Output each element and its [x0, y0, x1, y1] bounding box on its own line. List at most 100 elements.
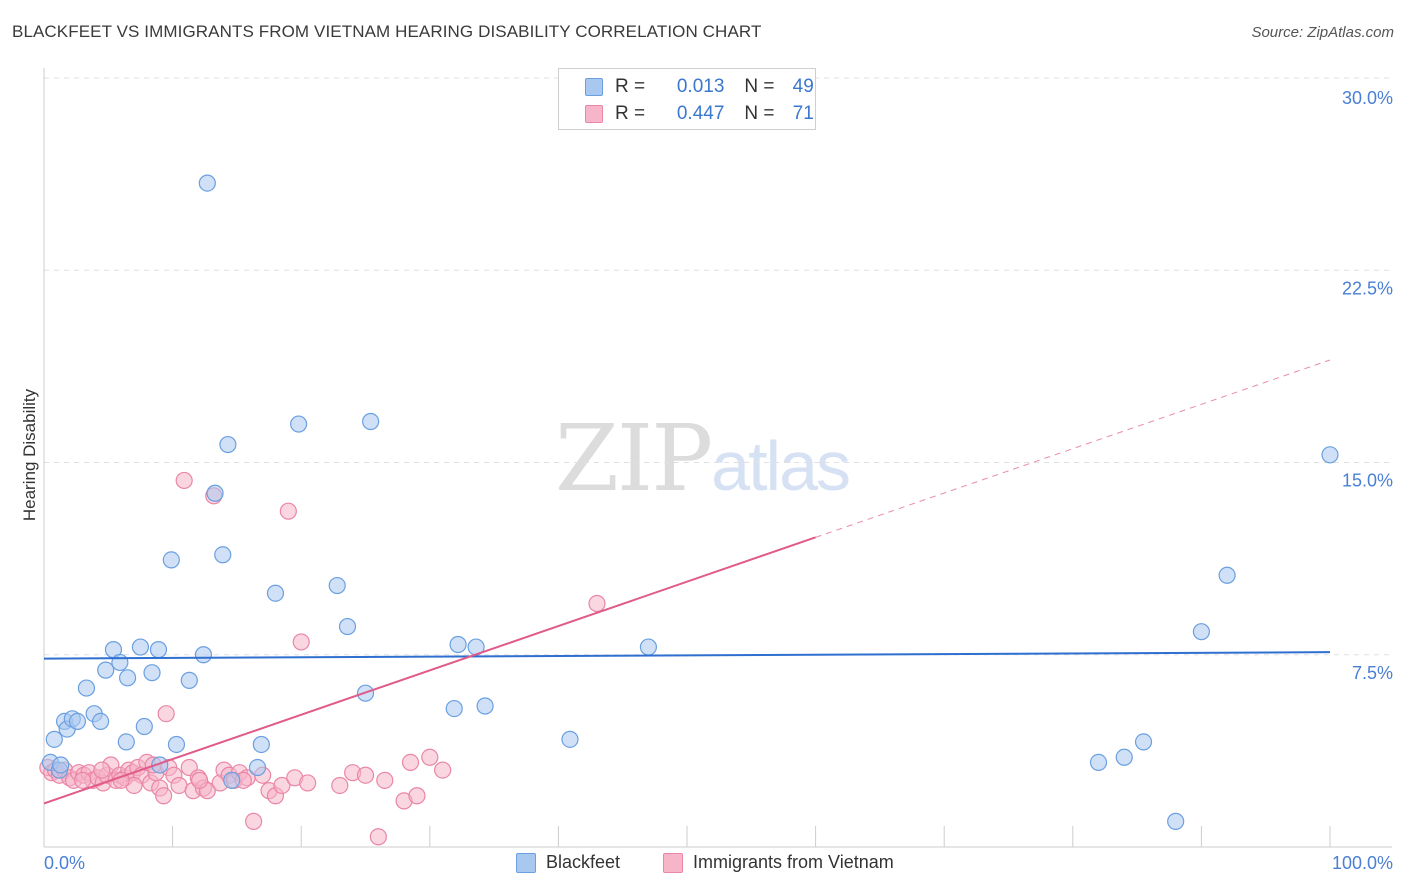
vietnam-point [401, 753, 420, 772]
vietnam-point [369, 828, 387, 846]
blackfeet-points [41, 174, 1339, 830]
y-tick-label: 7.5% [1352, 663, 1393, 683]
blackfeet-legend-swatch [516, 852, 536, 873]
blackfeet-point [1321, 446, 1339, 464]
blackfeet-point [151, 756, 169, 774]
blackfeet-trend-line [43, 651, 1331, 660]
axes [43, 68, 1392, 848]
blackfeet-point [266, 584, 285, 602]
vietnam-point [421, 748, 439, 766]
gridlines [44, 77, 1392, 656]
n-label: N = [744, 103, 775, 124]
blackfeet-point [252, 735, 270, 754]
blackfeet-point [1167, 812, 1185, 830]
tick-labels: 7.5% 15.0% 22.5% 30.0% 0.0% 100.0% [44, 88, 1393, 873]
blackfeet-point [131, 638, 150, 656]
vietnam-trend-extension [815, 359, 1331, 538]
n-value: 71 [792, 103, 814, 124]
blackfeet-point [206, 484, 224, 502]
vietnam-legend-swatch [663, 852, 683, 873]
blackfeet-point [97, 661, 115, 679]
vietnam-point [157, 705, 175, 723]
blackfeet-point [214, 546, 232, 564]
vietnam-point [154, 787, 173, 805]
n-value: 49 [792, 76, 814, 97]
blackfeet-point [45, 730, 63, 748]
n-label: N = [744, 76, 775, 97]
blackfeet-point [68, 712, 87, 730]
blackfeet-point [52, 756, 70, 774]
blackfeet-point [135, 717, 153, 736]
blackfeet-point [1115, 748, 1133, 766]
vietnam-point [292, 633, 310, 651]
y-tick-label: 15.0% [1342, 471, 1393, 491]
legend-item-blackfeet[interactable]: Blackfeet [516, 852, 620, 873]
blackfeet-point [162, 551, 180, 569]
blackfeet-point [167, 735, 186, 754]
blackfeet-point [111, 653, 129, 672]
vietnam-point [588, 594, 606, 613]
legend-label-blackfeet: Blackfeet [546, 852, 621, 872]
blackfeet-point [290, 415, 308, 433]
vietnam-point [93, 761, 111, 779]
vietnam-point [175, 471, 193, 490]
chart-title: BLACKFEET VS IMMIGRANTS FROM VIETNAM HEA… [12, 22, 762, 41]
vietnam-point [434, 761, 452, 779]
blackfeet-point [143, 664, 161, 682]
blackfeet-point [248, 758, 267, 777]
blackfeet-point [223, 771, 241, 789]
blackfeet-point [476, 697, 494, 715]
blackfeet-point [338, 617, 357, 636]
blackfeet-point [118, 669, 137, 687]
blackfeet-point [1134, 733, 1153, 751]
watermark: ZIPatlas [555, 405, 851, 512]
vietnam-point [273, 776, 291, 795]
vietnam-point [299, 774, 317, 792]
blackfeet-point [117, 733, 135, 751]
blackfeet-point [1218, 566, 1236, 584]
stats-row-blackfeet: R = 0.013 N = 49 [585, 75, 814, 99]
vietnam-point [408, 787, 426, 805]
vietnam-point [356, 766, 375, 784]
source-label: Source: ZipAtlas.com [1251, 24, 1394, 41]
blackfeet-point [445, 699, 463, 718]
vietnam-point [376, 771, 394, 789]
blackfeet-swatch [585, 78, 603, 96]
watermark-zip: ZIP [555, 405, 713, 512]
blackfeet-point [449, 635, 467, 654]
r-label: R = [615, 76, 646, 97]
legend-item-vietnam[interactable]: Immigrants from Vietnam [663, 852, 894, 873]
vietnam-point [73, 771, 92, 789]
vietnam-point [245, 812, 263, 830]
vietnam-point [279, 502, 297, 520]
blackfeet-point [362, 412, 380, 431]
r-value: 0.447 [676, 103, 725, 124]
blackfeet-point [149, 641, 168, 659]
blackfeet-point [91, 712, 110, 730]
blackfeet-point [194, 646, 213, 664]
y-tick-label: 22.5% [1342, 278, 1393, 298]
blackfeet-point [639, 638, 658, 656]
stats-row-vietnam: R = 0.447 N = 71 [585, 102, 814, 126]
x-tick-label: 100.0% [1332, 853, 1393, 873]
x-tick-label: 0.0% [44, 853, 85, 873]
vietnam-trend-line [43, 536, 816, 805]
vietnam-swatch [585, 105, 603, 123]
y-tick-label: 30.0% [1342, 88, 1393, 108]
watermark-atlas: atlas [711, 427, 851, 505]
trend-lines [43, 359, 1331, 805]
blackfeet-point [1192, 623, 1211, 641]
blackfeet-point [1089, 753, 1108, 772]
blackfeet-point [180, 671, 198, 689]
blackfeet-point [198, 174, 216, 192]
vietnam-point [191, 771, 209, 789]
blackfeet-point [328, 576, 346, 595]
r-label: R = [615, 103, 646, 124]
blackfeet-point [219, 435, 237, 454]
r-value: 0.013 [676, 76, 725, 97]
vietnam-point [331, 776, 349, 795]
blackfeet-point [77, 679, 96, 697]
stats-legend: R = 0.013 N = 49 R = 0.447 N = 71 [558, 68, 816, 130]
legend-label-vietnam: Immigrants from Vietnam [693, 852, 894, 872]
